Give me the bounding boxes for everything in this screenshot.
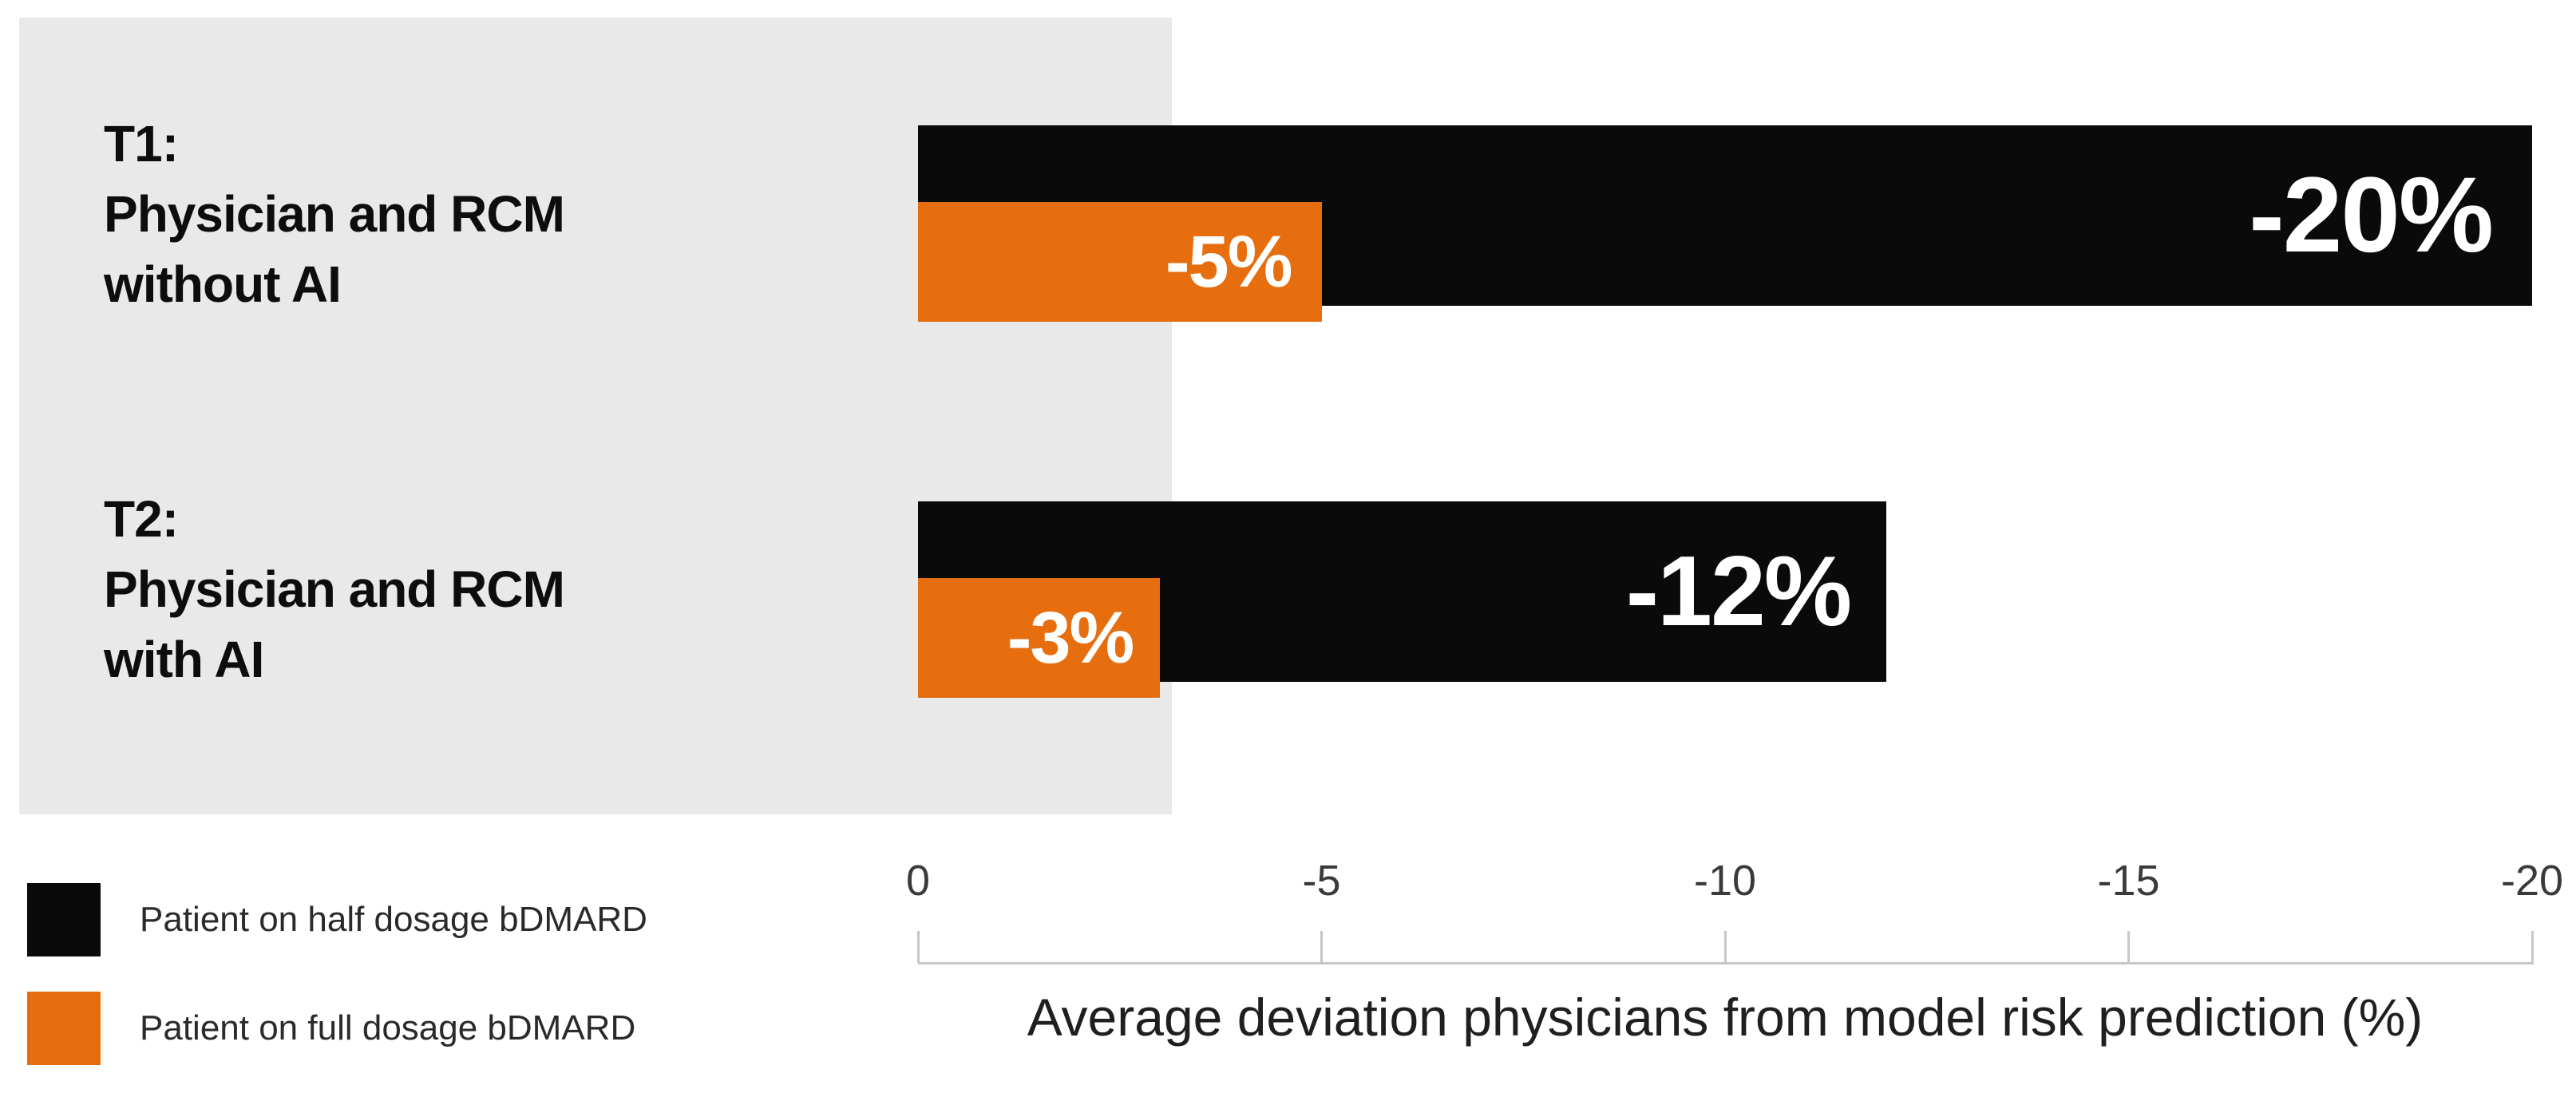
x-axis-tick-mark (2530, 931, 2534, 963)
legend-label-half-dosage: Patient on half dosage bDMARD (140, 900, 647, 939)
legend-item-half-dosage: Patient on half dosage bDMARD (27, 883, 647, 956)
category-label-1: T1: Physician and RCM without AI (104, 115, 565, 313)
x-axis-tick-mark (1723, 931, 1727, 963)
category-label-2: T2: Physician and RCM with AI (104, 490, 565, 688)
x-axis-line (918, 962, 2534, 964)
x-axis-tick-mark (1320, 931, 1323, 963)
legend-swatch-half-dosage (27, 883, 101, 956)
legend-swatch-full-dosage (27, 992, 101, 1065)
x-axis-tick-label: -15 (2097, 857, 2160, 905)
x-axis-tick-mark (916, 931, 920, 963)
x-axis-tick-label: -5 (1302, 857, 1341, 905)
bar-t2-full-dosage: -3% (918, 578, 1161, 698)
bar-value-label: -3% (1007, 597, 1135, 679)
legend-label-full-dosage: Patient on full dosage bDMARD (140, 1008, 636, 1047)
x-axis-tick-label: -20 (2500, 857, 2564, 905)
bar-value-label: -12% (1625, 537, 1852, 647)
legend-item-full-dosage: Patient on full dosage bDMARD (27, 992, 635, 1065)
x-axis-tick-label: 0 (905, 857, 931, 905)
x-axis-tick-mark (2127, 931, 2130, 963)
bar-value-label: -20% (2249, 156, 2494, 275)
bar-t1-full-dosage: -5% (918, 202, 1322, 322)
x-axis-tick-label: -10 (1693, 857, 1757, 905)
x-axis-title: Average deviation physicians from model … (1027, 988, 2424, 1047)
bar-value-label: -5% (1165, 221, 1293, 303)
